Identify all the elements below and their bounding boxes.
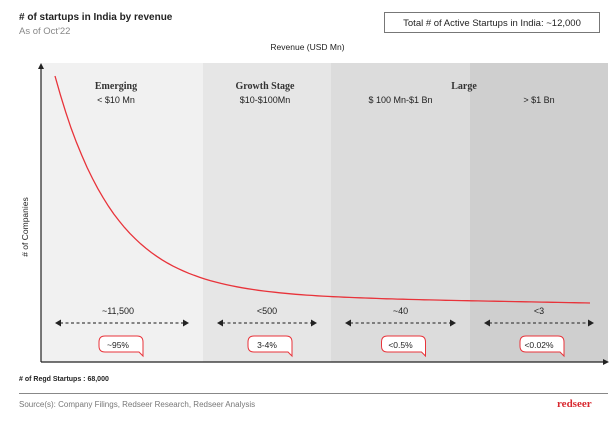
stage-label: Emerging bbox=[95, 81, 137, 92]
share-label: <0.02% bbox=[524, 340, 554, 350]
range-label: $ 100 Mn-$1 Bn bbox=[368, 95, 432, 105]
y-axis-label: # of Companies bbox=[20, 197, 30, 257]
count-label: ~11,500 bbox=[102, 306, 134, 316]
total-startups-box: Total # of Active Startups in India: ~12… bbox=[384, 12, 600, 33]
count-label: <500 bbox=[257, 306, 277, 316]
share-label: <0.5% bbox=[388, 340, 413, 350]
share-callout bbox=[247, 335, 293, 358]
band-2 bbox=[331, 63, 470, 362]
distribution-curve bbox=[54, 75, 591, 304]
stage-label: Large bbox=[451, 81, 477, 92]
count-label: ~40 bbox=[393, 306, 408, 316]
chart-title: # of startups in India by revenue bbox=[19, 12, 173, 23]
divider bbox=[19, 393, 608, 394]
band-0 bbox=[41, 63, 203, 362]
share-label: ~95% bbox=[107, 340, 129, 350]
share-callout bbox=[519, 335, 565, 358]
band-1 bbox=[203, 63, 331, 362]
source-note: Source(s): Company Filings, Redseer Rese… bbox=[19, 400, 256, 409]
x-axis-label: Revenue (USD Mn) bbox=[270, 42, 345, 52]
registered-startups: # of Regd Startups : 68,000 bbox=[19, 376, 109, 383]
range-label: < $10 Mn bbox=[97, 95, 135, 105]
y-axis-arrow bbox=[38, 63, 44, 69]
chart-subtitle: As of Oct'22 bbox=[19, 26, 71, 37]
count-label: <3 bbox=[534, 306, 544, 316]
stage-label: Growth Stage bbox=[236, 81, 296, 92]
share-label: 3-4% bbox=[257, 340, 277, 350]
redseer-logo: redseer bbox=[557, 398, 592, 410]
band-3 bbox=[470, 63, 608, 362]
range-label: $10-$100Mn bbox=[240, 95, 291, 105]
share-callout bbox=[98, 335, 144, 358]
x-axis-arrow bbox=[603, 359, 609, 365]
share-callout bbox=[381, 335, 426, 358]
range-label: > $1 Bn bbox=[523, 95, 554, 105]
